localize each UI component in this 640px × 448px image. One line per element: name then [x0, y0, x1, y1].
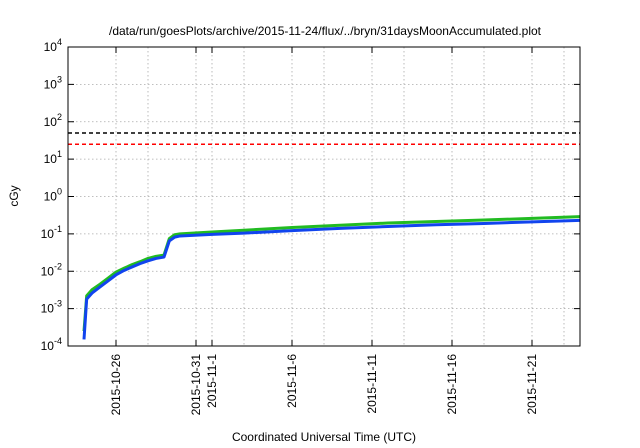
x-tick-label: 2015-11-6	[285, 354, 299, 408]
y-tick-label: 102	[44, 112, 62, 129]
x-tick-label: 2015-11-21	[525, 354, 539, 415]
x-tick-label: 2015-10-26	[109, 354, 123, 416]
y-axis-label: cGy	[7, 185, 21, 206]
grid-layer	[68, 46, 580, 347]
x-tick-label: 2015-10-31	[189, 354, 203, 416]
x-axis-label: Coordinated Universal Time (UTC)	[232, 430, 416, 444]
y-tick-label: 10-2	[41, 261, 62, 278]
y-tick-label: 104	[44, 37, 62, 54]
series-line	[82, 218, 581, 340]
series-layer	[82, 215, 581, 340]
x-axis: 2015-10-26 2015-10-31 2015-11-1 2015-11-6 20…	[109, 47, 539, 415]
y-axis: 10-4 10-3 10-2 10-1 100 101 102 103 104	[41, 37, 580, 353]
y-tick-label: 103	[44, 74, 62, 91]
y-tick-label: 10-3	[41, 299, 62, 316]
x-tick-label: 2015-11-16	[445, 354, 459, 415]
y-tick-label: 10-1	[41, 224, 62, 241]
y-tick-label: 101	[44, 149, 62, 166]
x-tick-label: 2015-11-11	[365, 354, 379, 414]
x-tick-label: 2015-11-1	[205, 354, 219, 408]
threshold-layer	[68, 132, 580, 146]
y-tick-label: 10-4	[41, 336, 62, 353]
y-tick-label: 100	[44, 187, 62, 204]
chart-title: /data/run/goesPlots/archive/2015-11-24/f…	[109, 24, 542, 38]
